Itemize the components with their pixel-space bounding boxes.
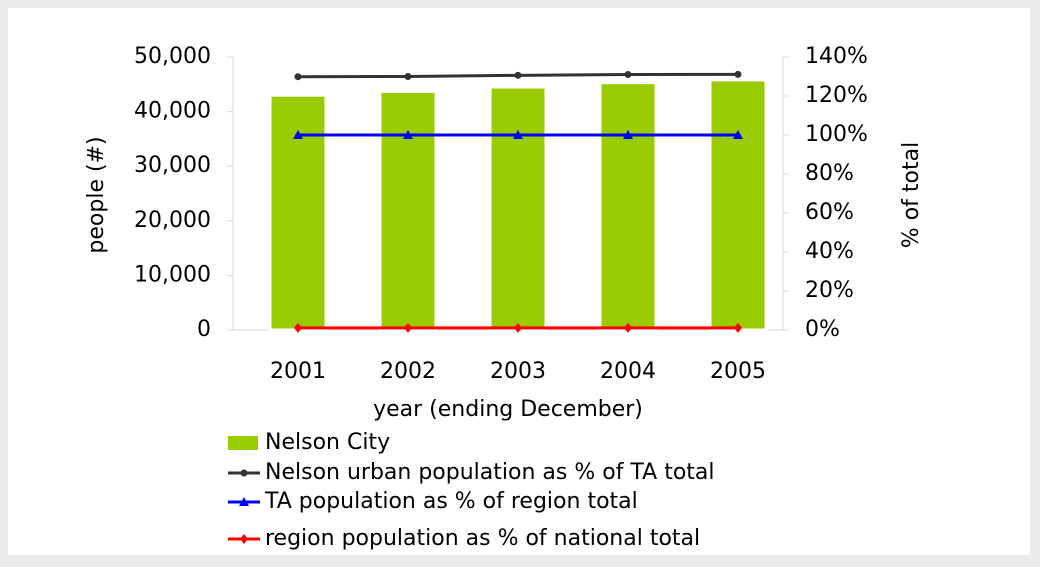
x-tick-label: 2001 [270, 359, 326, 384]
legend-label: Nelson urban population as % of TA total [265, 460, 715, 485]
marker [624, 71, 632, 79]
x-tick-label: 2004 [600, 359, 656, 384]
marker [624, 322, 632, 333]
y-tick-label: 30,000 [134, 153, 211, 178]
y2-tick-label: 40% [805, 239, 854, 264]
bar [598, 81, 658, 332]
y2-tick-label: 60% [805, 200, 854, 225]
y-tick-label: 20,000 [134, 208, 211, 233]
marker [240, 534, 248, 544]
x-tick-label: 2005 [710, 359, 766, 384]
legend-swatch [228, 436, 258, 450]
marker [734, 70, 742, 78]
marker [293, 130, 303, 139]
bar [378, 89, 438, 332]
y-tick-label: 10,000 [134, 262, 211, 287]
marker [513, 130, 523, 139]
y-tick-label: 40,000 [134, 99, 211, 124]
y2-tick-label: 100% [805, 122, 868, 147]
marker [514, 71, 522, 79]
y2-tick-label: 0% [805, 317, 840, 342]
x-tick-label: 2002 [380, 359, 436, 384]
y2-tick-label: 80% [805, 161, 854, 186]
y2-axis-title: % of total [899, 142, 924, 248]
bar [488, 85, 548, 332]
marker [294, 73, 302, 81]
legend-label: region population as % of national total [265, 526, 700, 551]
marker [734, 322, 742, 333]
marker [623, 130, 633, 139]
marker [240, 469, 248, 477]
x-axis-title: year (ending December) [373, 397, 643, 422]
marker [733, 130, 743, 139]
y2-tick-label: 20% [805, 278, 854, 303]
marker [404, 73, 412, 80]
y-axis-title: people (#) [84, 136, 109, 253]
marker [514, 322, 522, 333]
marker [404, 322, 412, 333]
legend-label: TA population as % of region total [264, 489, 638, 514]
x-tick-label: 2003 [490, 359, 546, 384]
marker [294, 322, 302, 333]
legend-label: Nelson City [265, 430, 390, 455]
y2-tick-label: 140% [805, 44, 868, 69]
bar [708, 78, 768, 332]
marker [239, 497, 249, 506]
y-tick-label: 50,000 [134, 44, 211, 69]
y-tick-label: 0 [197, 317, 211, 342]
y2-tick-label: 120% [805, 83, 868, 108]
marker [403, 130, 413, 139]
